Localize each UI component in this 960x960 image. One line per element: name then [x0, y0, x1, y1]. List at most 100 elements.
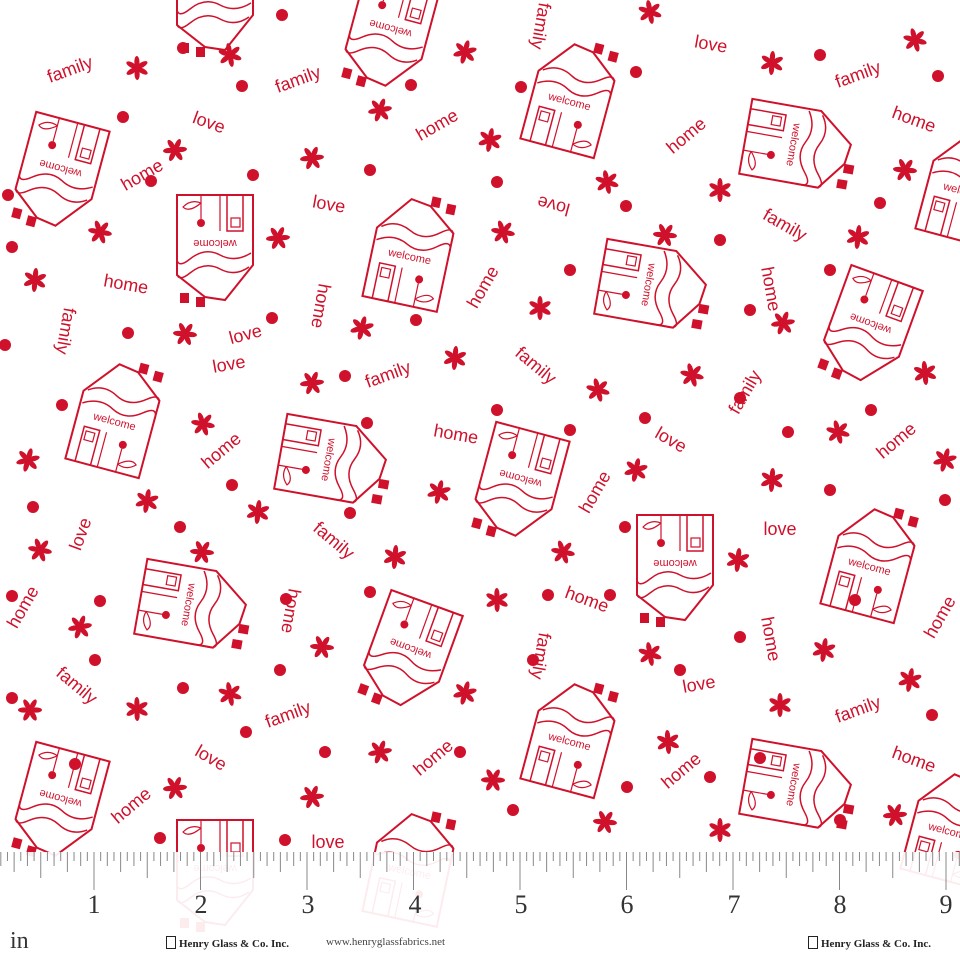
brand-right-text: Henry Glass & Co. Inc.	[821, 938, 931, 950]
ruler-number-1: 1	[87, 890, 101, 919]
ruler-number-7: 7	[727, 890, 741, 919]
ruler-unit-label: in	[10, 928, 29, 954]
word-motif-home: home	[463, 263, 503, 312]
house-motif	[336, 0, 441, 101]
dot-motif	[865, 404, 877, 416]
flower-motif	[442, 345, 468, 371]
dot-motif	[507, 804, 519, 816]
dot-motif	[2, 189, 14, 201]
flower-motif	[296, 142, 328, 174]
word-motif-love: love	[311, 191, 347, 216]
dot-motif	[542, 589, 554, 601]
house-motif	[175, 194, 254, 308]
dot-motif	[6, 692, 18, 704]
dot-motif	[782, 426, 794, 438]
brand-right: Henry Glass & Co. Inc.	[808, 936, 931, 950]
house-motif	[519, 29, 624, 160]
flower-motif	[476, 126, 504, 154]
dot-motif	[454, 746, 466, 758]
flower-motif	[581, 373, 615, 407]
dot-motif	[834, 814, 846, 826]
word-motif-home: home	[757, 615, 785, 663]
flower-motif	[675, 358, 709, 392]
dot-motif	[926, 709, 938, 721]
flower-motif	[347, 313, 377, 343]
measuring-ruler: 1 2 3 4 5 6 7 8 9 in Henry Glass & Co. I…	[0, 852, 960, 960]
flower-motif	[622, 455, 650, 485]
word-motif-love: love	[311, 832, 344, 852]
dot-motif	[6, 590, 18, 602]
dot-motif	[714, 234, 726, 246]
dot-motif	[491, 176, 503, 188]
flower-motif	[186, 407, 220, 441]
word-motif-love: love	[211, 351, 247, 376]
flower-motif	[296, 781, 328, 813]
word-motif-home: home	[197, 428, 244, 472]
flower-motif	[930, 445, 960, 475]
word-motif-home: home	[307, 282, 335, 330]
dot-motif	[405, 79, 417, 91]
dot-motif	[704, 771, 716, 783]
flower-motif	[213, 677, 247, 711]
flower-motif	[22, 267, 48, 293]
house-motif	[635, 514, 714, 628]
dot-motif	[527, 654, 539, 666]
word-motif-family: family	[527, 631, 555, 681]
word-motif-love: love	[65, 515, 95, 553]
flower-motif	[590, 165, 624, 199]
flower-motif	[768, 693, 792, 717]
word-motif-love: love	[681, 671, 717, 696]
flower-motif	[633, 637, 667, 671]
flower-motif	[424, 477, 454, 507]
brand-logo-icon	[166, 936, 176, 949]
dot-motif	[236, 80, 248, 92]
dot-motif	[117, 111, 129, 123]
dot-motif	[344, 507, 356, 519]
house-motif	[351, 588, 464, 723]
flower-motif	[896, 666, 924, 694]
ruler-number-5: 5	[514, 890, 528, 919]
ruler-number-8: 8	[833, 890, 847, 919]
word-motif-family: family	[262, 697, 313, 732]
house-motif	[819, 494, 924, 625]
dot-motif	[824, 264, 836, 276]
word-motif-home: home	[102, 270, 150, 298]
dot-motif	[89, 654, 101, 666]
flower-motif	[64, 611, 96, 643]
flower-motif	[305, 630, 339, 664]
dot-motif	[564, 424, 576, 436]
ruler-number-2: 2	[194, 890, 208, 919]
flower-motif	[13, 445, 43, 475]
word-motif-family: family	[527, 1, 555, 51]
flower-motif	[120, 692, 154, 726]
dot-motif	[240, 726, 252, 738]
dot-motif	[56, 399, 68, 411]
dot-motif	[266, 312, 278, 324]
dot-motif	[319, 746, 331, 758]
dot-motif	[604, 589, 616, 601]
house-motif	[133, 557, 259, 655]
dot-motif	[564, 264, 576, 276]
dot-motif	[744, 304, 756, 316]
flower-motif	[821, 415, 855, 449]
word-motif-family: family	[832, 57, 883, 92]
ruler-ticks	[0, 852, 960, 890]
flower-motif	[759, 467, 785, 493]
word-motif-home: home	[562, 582, 611, 616]
dot-motif	[734, 631, 746, 643]
flower-motif	[120, 51, 154, 85]
house-motif	[361, 185, 462, 313]
flower-motif	[908, 356, 942, 390]
dot-motif	[630, 66, 642, 78]
dot-motif	[939, 494, 951, 506]
dot-motif	[122, 327, 134, 339]
word-motif-home: home	[3, 583, 43, 632]
house-motif	[519, 669, 624, 800]
word-motif-home: home	[432, 420, 480, 448]
flower-motif	[480, 583, 514, 617]
house-motif	[6, 740, 111, 871]
dot-motif	[734, 392, 746, 404]
word-motif-home: home	[409, 735, 456, 779]
flower-motif	[168, 317, 202, 351]
word-motif-love: love	[227, 320, 264, 348]
